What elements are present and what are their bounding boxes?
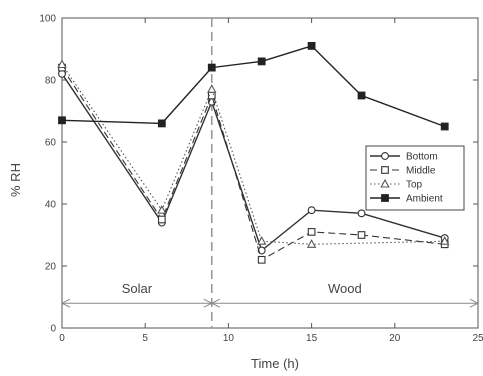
plot-frame <box>61 17 479 329</box>
point-ambient-6 <box>440 122 449 131</box>
legend-marker-middle <box>381 166 389 174</box>
solar-left-arrowhead <box>60 298 71 308</box>
point-top-5 <box>439 236 450 245</box>
point-middle-1 <box>157 215 166 224</box>
series-line-ambient <box>61 45 445 128</box>
point-ambient-3 <box>257 57 266 66</box>
point-ambient-4 <box>307 42 316 50</box>
x-tick-label-15: 15 <box>306 333 318 344</box>
legend-marker-bottom <box>381 152 389 160</box>
point-ambient-5 <box>357 91 366 100</box>
point-top-4 <box>306 239 317 248</box>
y-tick-label-0: 0 <box>50 324 56 335</box>
series <box>57 42 450 264</box>
point-bottom-4 <box>307 206 316 215</box>
legend-label-bottom: Bottom <box>406 152 438 163</box>
solar-region-label: Solar <box>122 281 153 296</box>
point-top-3 <box>256 236 267 245</box>
regions: Solar Wood <box>60 18 480 328</box>
point-middle-5 <box>357 231 366 239</box>
axes: 0 5 10 15 20 25 0 20 40 60 80 100 <box>39 14 483 345</box>
x-tick-label-20: 20 <box>389 333 401 344</box>
legend-marker-ambient <box>381 194 389 202</box>
point-bottom-5 <box>357 209 366 218</box>
y-tick-label-100: 100 <box>39 14 56 25</box>
x-tick-label-5: 5 <box>142 333 148 344</box>
legend-label-top: Top <box>406 180 423 191</box>
point-ambient-2 <box>207 63 216 72</box>
legend-label-middle: Middle <box>406 166 436 177</box>
point-middle-4 <box>307 228 316 236</box>
y-tick-label-20: 20 <box>45 262 57 273</box>
point-top-1 <box>157 205 167 214</box>
wood-region-label: Wood <box>328 281 362 296</box>
legend: Bottom Middle Top Ambient <box>365 145 465 211</box>
x-axis-title: Time (h) <box>251 356 299 371</box>
series-top <box>57 59 450 248</box>
point-top-0 <box>57 59 67 69</box>
y-axis-title: % RH <box>8 163 23 197</box>
series-ambient <box>58 42 449 131</box>
point-ambient-0 <box>58 116 66 125</box>
wood-left-arrowhead <box>210 298 220 308</box>
point-ambient-1 <box>157 119 166 128</box>
x-tick-label-25: 25 <box>472 333 483 344</box>
y-tick-label-40: 40 <box>45 200 57 211</box>
wood-right-arrowhead <box>469 298 480 308</box>
y-tick-label-60: 60 <box>45 138 57 149</box>
x-tick-label-0: 0 <box>59 333 65 344</box>
point-middle-3 <box>257 255 266 264</box>
legend-label-ambient: Ambient <box>406 194 443 205</box>
legend-marker-top <box>380 178 390 188</box>
x-tick-label-10: 10 <box>223 333 235 344</box>
y-tick-label-80: 80 <box>45 76 57 87</box>
point-top-2 <box>207 84 217 93</box>
